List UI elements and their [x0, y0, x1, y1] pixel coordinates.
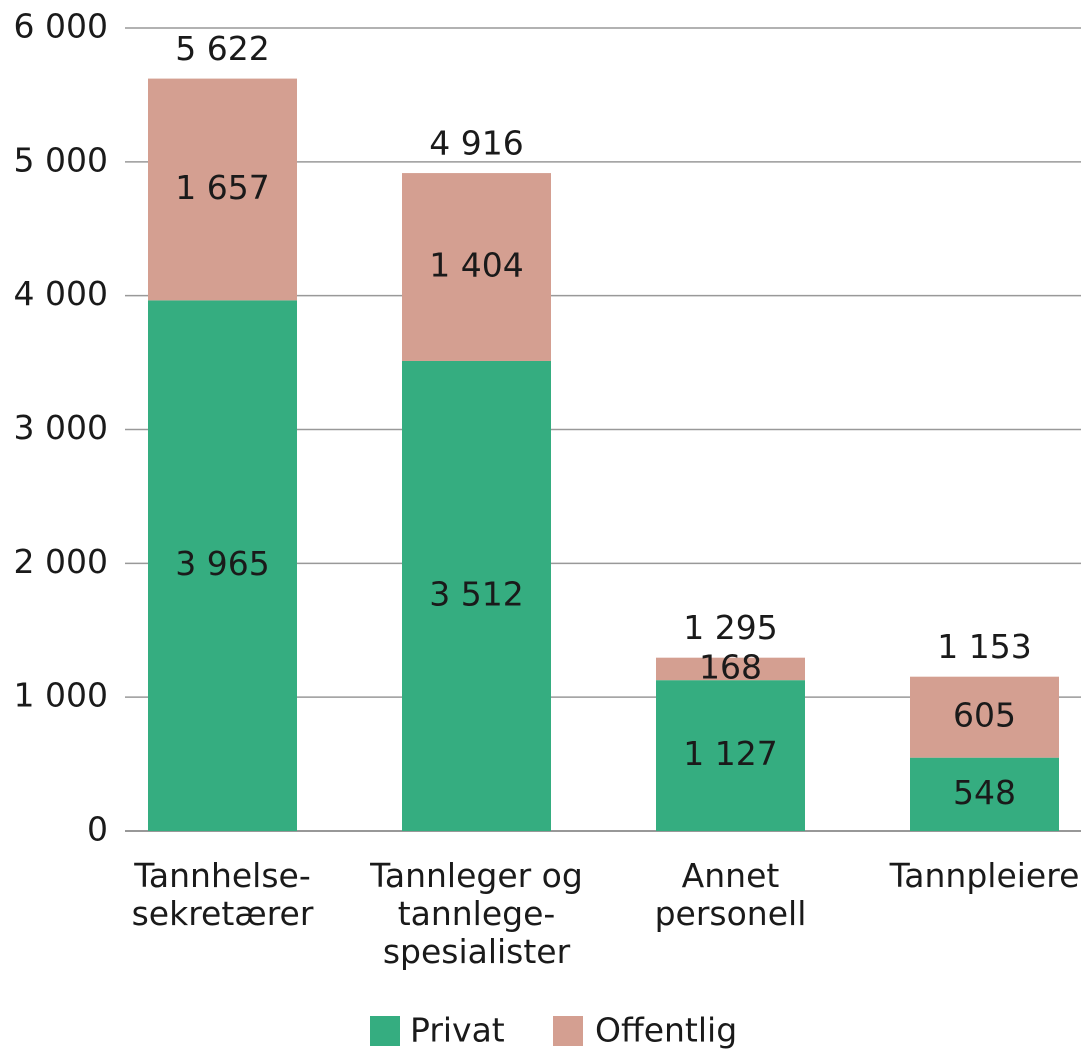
value-label: 1 404: [429, 246, 523, 285]
y-tick-label: 6 000: [14, 7, 108, 46]
x-tick-label-line: sekretærer: [132, 894, 314, 933]
y-tick-label: 5 000: [14, 140, 108, 179]
value-label: 548: [953, 773, 1016, 812]
bar-segment: [402, 173, 551, 361]
x-tick-label-line: tannlege-: [398, 894, 556, 933]
value-label: 3 512: [429, 574, 523, 613]
bar-segment: [656, 657, 805, 681]
value-label: 3 965: [175, 544, 269, 583]
legend-swatch: [553, 1016, 583, 1046]
value-label: 1 127: [683, 734, 777, 773]
legend-label: Privat: [410, 1011, 505, 1050]
y-tick-label: 4 000: [14, 274, 108, 313]
y-tick-label: 2 000: [14, 542, 108, 581]
y-tick-label: 1 000: [14, 676, 108, 715]
bar-segment: [910, 676, 1059, 758]
x-tick-label: Tannleger og tannlege-spesialister: [369, 856, 583, 971]
total-label: 1 153: [937, 627, 1031, 666]
x-tick-label: Annet personell: [655, 856, 807, 933]
x-tick-label-line: Tannpleiere: [889, 856, 1080, 895]
x-tick-label: Tannpleiere: [889, 856, 1080, 895]
bar-segment: [148, 78, 297, 301]
bar-segment: [656, 680, 805, 831]
value-label: 1 657: [175, 168, 269, 207]
y-tick-label: 0: [87, 810, 108, 849]
x-tick-label-line: Tannleger og: [369, 856, 583, 895]
x-tick-label-line: personell: [655, 894, 807, 933]
bar-segment: [402, 360, 551, 831]
value-label: 605: [953, 696, 1016, 735]
total-label: 5 622: [175, 29, 269, 68]
x-tick-label-line: Tannhelse-: [133, 856, 311, 895]
total-label: 1 295: [683, 608, 777, 647]
y-tick-label: 3 000: [14, 408, 108, 447]
legend-swatch: [370, 1016, 400, 1046]
value-label: 168: [699, 647, 762, 686]
bar-segment: [148, 300, 297, 831]
x-tick-label: Tannhelse-sekretærer: [132, 856, 314, 933]
legend-label: Offentlig: [595, 1011, 737, 1050]
total-label: 4 916: [429, 124, 523, 163]
x-tick-label-line: Annet: [682, 856, 780, 895]
bar-segment: [910, 757, 1059, 831]
x-tick-label-line: spesialister: [383, 932, 571, 971]
